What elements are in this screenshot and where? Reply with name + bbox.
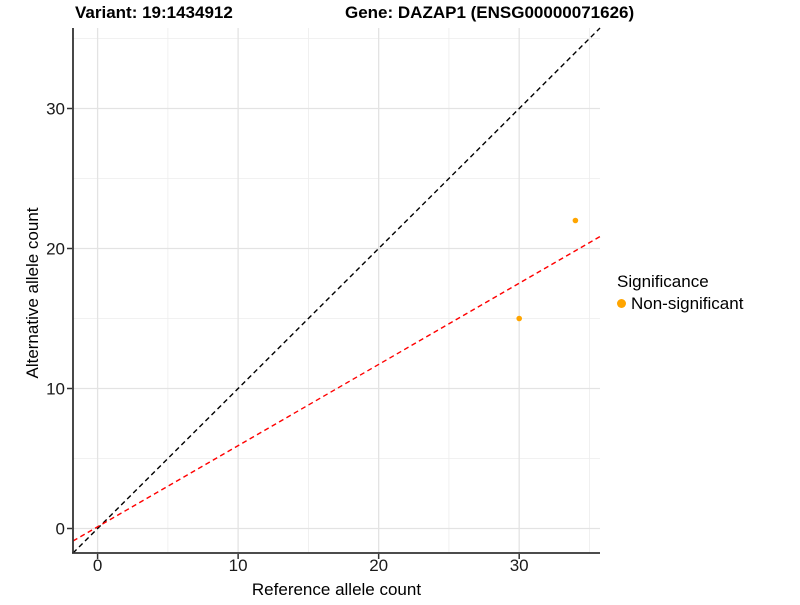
axis-lines [72, 28, 600, 554]
x-tick-label: 0 [93, 556, 102, 575]
grid-minor-lines [73, 28, 600, 553]
data-point [516, 315, 522, 322]
data-points [516, 217, 579, 322]
legend-item-non-significant: Non-significant [617, 293, 743, 314]
y-tick-label: 10 [46, 380, 65, 399]
y-tick-label: 0 [56, 520, 65, 539]
variant-title: Variant: 19:1434912 [75, 3, 233, 22]
x-tick-label: 20 [369, 556, 388, 575]
y-tick-label: 20 [46, 240, 65, 259]
legend-point-icon [617, 299, 626, 308]
reference-lines [72, 27, 601, 554]
grid-major-lines [73, 28, 600, 553]
legend: Significance Non-significant [617, 271, 743, 314]
y-axis-title: Alternative allele count [23, 207, 42, 379]
legend-title: Significance [617, 272, 709, 291]
legend-item-label: Non-significant [631, 294, 744, 313]
x-tick-label: 30 [510, 556, 529, 575]
y-tick-label: 30 [46, 100, 65, 119]
gene-title: Gene: DAZAP1 (ENSG00000071626) [345, 3, 635, 22]
axis-ticks-and-labels: 0 10 20 30 0 10 20 30 [46, 100, 529, 576]
identity-line [72, 27, 601, 554]
data-point [572, 217, 579, 224]
x-tick-label: 10 [229, 556, 248, 575]
x-axis-title: Reference allele count [251, 580, 422, 599]
